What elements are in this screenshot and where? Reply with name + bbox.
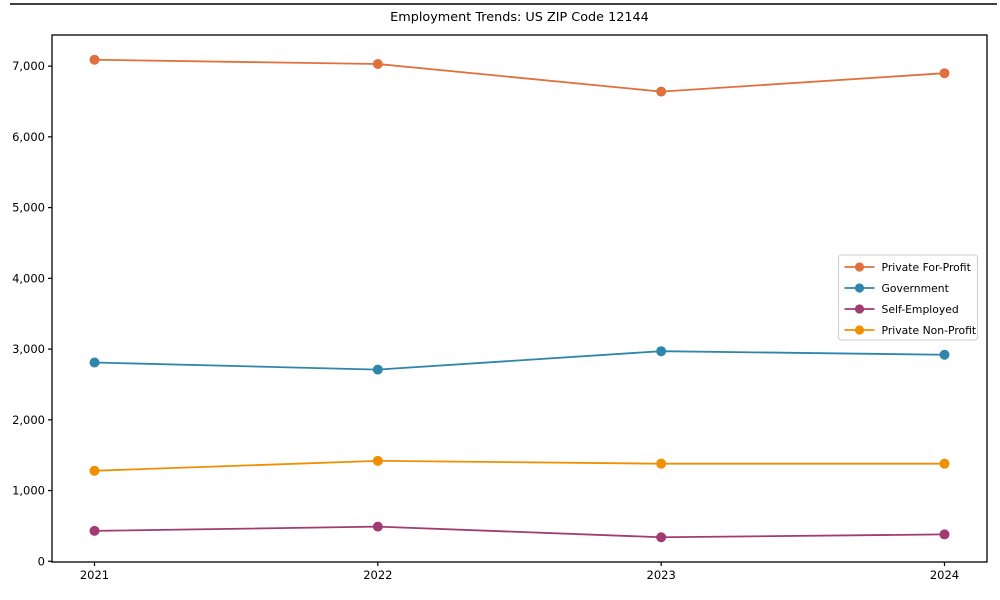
y-tick-label: 5,000 <box>12 201 45 215</box>
y-tick-label: 7,000 <box>12 59 45 73</box>
series-private-for-profit <box>89 54 950 97</box>
data-point-private-non-profit-2021 <box>89 465 100 476</box>
data-point-private-non-profit-2024 <box>939 458 950 469</box>
legend-label-private-for-profit: Private For-Profit <box>882 261 971 274</box>
data-point-private-for-profit-2023 <box>656 86 667 97</box>
y-tick-label: 0 <box>38 554 45 568</box>
x-tick-label: 2022 <box>363 568 392 582</box>
y-tick-label: 2,000 <box>12 413 45 427</box>
legend-item-government: Government <box>844 282 949 295</box>
legend-box <box>838 254 978 341</box>
data-point-private-for-profit-2024 <box>939 68 950 79</box>
data-point-private-non-profit-2022 <box>372 455 383 466</box>
legend-item-private-for-profit: Private For-Profit <box>844 261 971 274</box>
series-line-self-employed <box>93 525 946 539</box>
y-tick-label: 3,000 <box>12 342 45 356</box>
data-point-private-non-profit-2023 <box>656 458 667 469</box>
legend-item-self-employed: Self-Employed <box>844 303 959 316</box>
data-point-government-2022 <box>372 364 383 375</box>
legend-item-private-non-profit: Private Non-Profit <box>844 324 977 337</box>
legend-label-self-employed: Self-Employed <box>882 303 959 316</box>
data-point-self-employed-2021 <box>89 525 100 536</box>
series-line-private-for-profit <box>93 58 946 93</box>
data-point-private-for-profit-2021 <box>89 54 100 65</box>
legend-swatch-marker-self-employed <box>854 304 865 314</box>
series-line-government <box>93 350 946 371</box>
y-tick-label: 1,000 <box>12 484 45 498</box>
legend-swatch-marker-private-for-profit <box>854 262 865 272</box>
series-line-private-non-profit <box>93 459 946 472</box>
x-axis: 2021 2022 2023 2024 <box>80 562 959 582</box>
legend-swatch-marker-government <box>854 283 865 293</box>
legend-swatch-marker-private-non-profit <box>854 325 865 335</box>
x-tick-label: 2023 <box>647 568 676 582</box>
plot-area-border <box>51 34 988 563</box>
series-private-non-profit <box>89 455 950 476</box>
y-tick-label: 6,000 <box>12 130 45 144</box>
legend: Private For-Profit Government Self-Employe… <box>838 254 978 341</box>
data-point-self-employed-2024 <box>939 529 950 540</box>
data-point-government-2024 <box>939 349 950 360</box>
data-point-private-for-profit-2022 <box>372 59 383 70</box>
data-point-government-2023 <box>656 346 667 357</box>
x-tick-label: 2024 <box>930 568 959 582</box>
legend-label-government: Government <box>882 282 949 295</box>
chart-title: Employment Trends: US ZIP Code 12144 <box>390 10 649 25</box>
y-tick-label: 4,000 <box>12 271 45 285</box>
legend-label-private-non-profit: Private Non-Profit <box>882 324 977 337</box>
series-self-employed <box>89 521 950 543</box>
y-axis: 0 1,000 2,000 3,000 4,000 5,000 6,000 7,000 <box>12 59 52 568</box>
data-point-government-2021 <box>89 357 100 368</box>
data-point-self-employed-2022 <box>372 521 383 532</box>
series-government <box>89 346 950 375</box>
data-point-self-employed-2023 <box>656 532 667 543</box>
x-tick-label: 2021 <box>80 568 109 582</box>
